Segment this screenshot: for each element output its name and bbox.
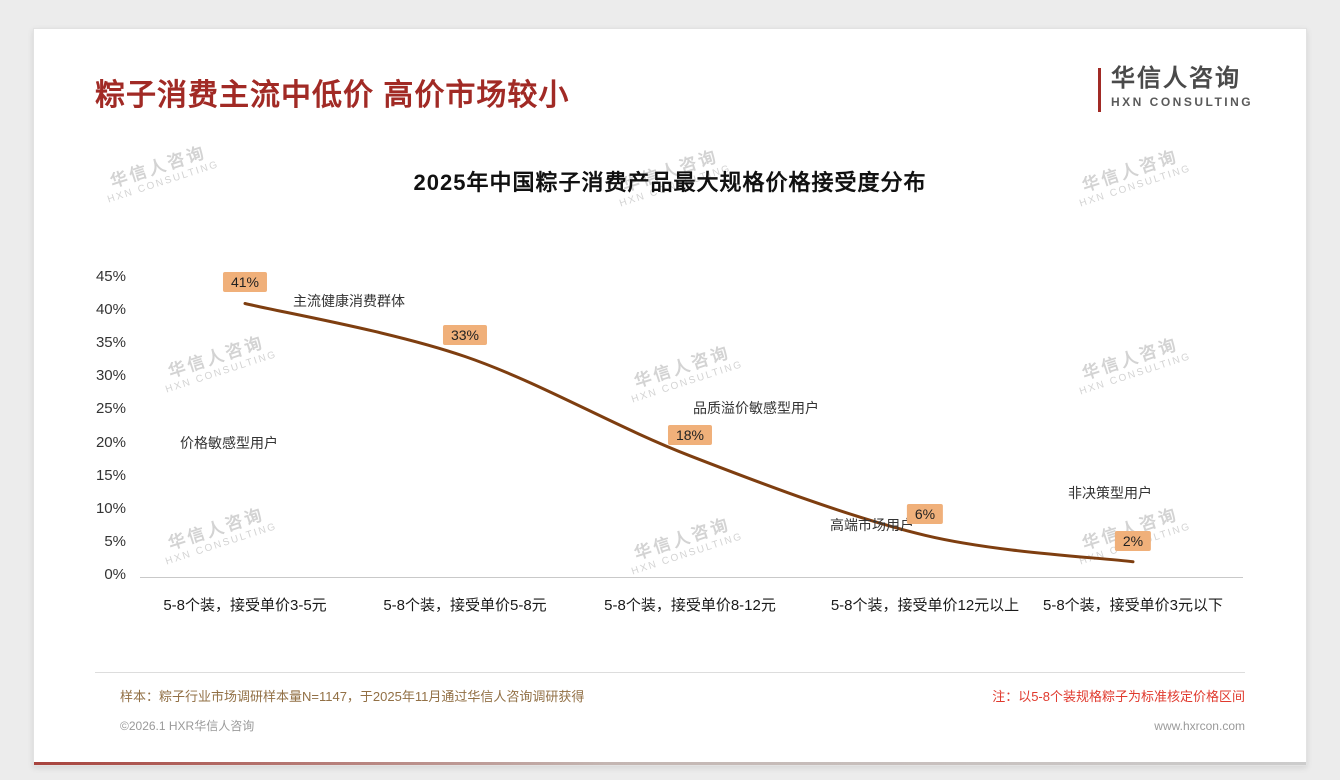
logo: 华信人咨询 HXN CONSULTING (1098, 65, 1254, 112)
logo-en: HXN CONSULTING (1111, 95, 1254, 110)
logo-text: 华信人咨询 HXN CONSULTING (1111, 65, 1254, 112)
chart-annotation: 价格敏感型用户 (180, 435, 278, 451)
y-axis-tick-label: 45% (95, 268, 126, 285)
y-axis-tick-label: 30% (95, 367, 126, 385)
chart-title: 2025年中国粽子消费产品最大规格价格接受度分布 (413, 170, 927, 195)
copyright: ©2026.1 HXR华信人咨询 (120, 719, 255, 733)
chart-annotation: 高端市场用户 (830, 517, 914, 533)
chart-annotation: 非决策型用户 (1068, 485, 1152, 501)
price-note: 注：以5-8个装规格粽子为标准核定价格区间 (992, 689, 1245, 704)
y-axis-tick-label: 40% (95, 301, 126, 319)
y-axis-tick-label: 10% (95, 499, 126, 517)
report-card (33, 28, 1307, 766)
y-axis-tick-label: 15% (95, 466, 126, 484)
logo-cn: 华信人咨询 (1111, 65, 1241, 92)
trend-line (243, 302, 1135, 564)
website: www.hxrcon.com (1154, 719, 1245, 733)
y-axis-tick-label: 25% (95, 400, 126, 418)
page-title: 粽子消费主流中低价 高价市场较小 (95, 79, 570, 112)
bottom-accent-bar (34, 762, 1306, 765)
y-axis-tick-label: 20% (95, 433, 126, 451)
data-point-label: 6% (906, 504, 944, 525)
x-axis-category-label: 5-8个装，接受单价3-5元 (163, 597, 327, 614)
x-axis-line (140, 577, 1243, 578)
x-axis-category-label: 5-8个装，接受单价5-8元 (383, 597, 547, 614)
chart-annotation: 主流健康消费群体 (293, 293, 405, 309)
x-axis-category-label: 5-8个装，接受单价12元以上 (830, 597, 1020, 614)
data-point-label: 2% (1114, 530, 1152, 551)
data-point-label: 41% (222, 272, 268, 293)
x-axis-category-label: 5-8个装，接受单价8-12元 (604, 597, 776, 614)
data-point-label: 33% (442, 325, 488, 346)
logo-accent-bar (1098, 68, 1101, 112)
y-axis-tick-label: 35% (95, 334, 126, 352)
sample-note: 样本：粽子行业市场调研样本量N=1147，于2025年11月通过华信人咨询调研获… (120, 689, 585, 704)
chart-annotation: 品质溢价敏感型用户 (693, 400, 819, 416)
x-axis-category-label: 5-8个装，接受单价3元以下 (1042, 597, 1224, 614)
y-axis-tick-label: 0% (104, 566, 126, 583)
y-axis-tick-label: 5% (104, 532, 126, 550)
data-point-label: 18% (667, 424, 713, 445)
footer-divider (95, 672, 1245, 673)
